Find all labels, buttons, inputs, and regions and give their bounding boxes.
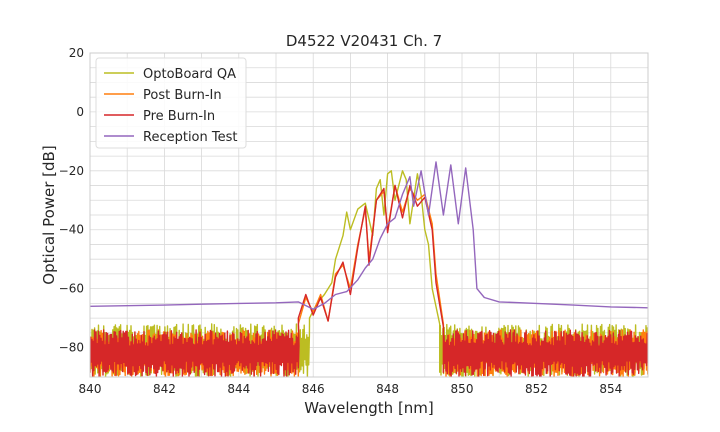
x-tick-label: 846: [302, 382, 325, 396]
y-tick-label: −40: [59, 223, 84, 237]
y-tick-label: 0: [76, 105, 84, 119]
legend-label-reception-test: Reception Test: [143, 130, 237, 145]
x-tick-label: 844: [227, 382, 250, 396]
tick-labels: 840 842 844 846 848 850 852 854 −80 −60 −40 −20 0 20: [59, 46, 623, 396]
legend: OptoBoard QA Post Burn-In Pre Burn-In Recep…: [95, 57, 247, 149]
x-axis-title: Wavelength [nm]: [304, 399, 434, 417]
x-tick-label: 842: [153, 382, 176, 396]
y-tick-label: 20: [69, 46, 84, 60]
legend-box: [95, 57, 247, 149]
legend-label-optoboard-qa: OptoBoard QA: [143, 67, 236, 82]
legend-label-pre-burn-in: Pre Burn-In: [143, 109, 215, 124]
plot-frame: [89, 52, 649, 378]
x-tick-label: 840: [79, 382, 102, 396]
series-line-reception-test: [90, 161, 648, 310]
series-line-pre-burn-in: [90, 184, 648, 377]
legend-label-post-burn-in: Post Burn-In: [143, 88, 222, 103]
x-tick-label: 850: [451, 382, 474, 396]
x-tick-label: 854: [599, 382, 622, 396]
y-tick-label: −20: [59, 164, 84, 178]
x-tick-label: 848: [376, 382, 399, 396]
y-tick-label: −80: [59, 341, 84, 355]
y-axis-title: Optical Power [dB]: [40, 145, 58, 284]
chart-title: D4522 V20431 Ch. 7: [286, 32, 442, 50]
x-tick-label: 852: [525, 382, 548, 396]
series-layer: [90, 161, 648, 377]
y-tick-label: −60: [59, 282, 84, 296]
